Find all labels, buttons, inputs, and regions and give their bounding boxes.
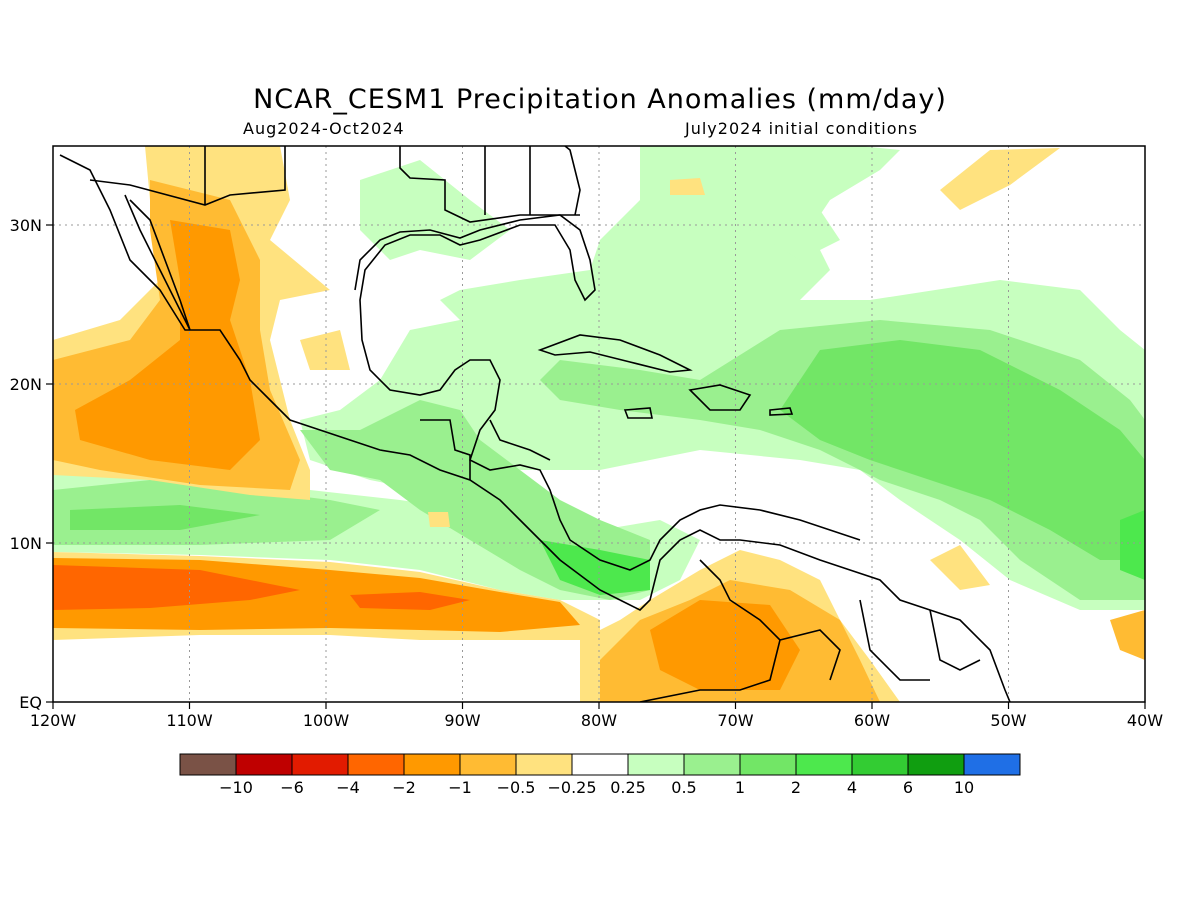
legend-label: 1 <box>735 778 745 797</box>
lon-label: 40W <box>1127 711 1163 730</box>
lat-label: 20N <box>10 375 42 394</box>
legend-box <box>963 753 1021 776</box>
legend-label: 6 <box>903 778 913 797</box>
legend-box <box>795 753 853 776</box>
legend-box <box>683 753 741 776</box>
coast-baja <box>124 194 191 331</box>
legend-labels: −10 −6 −4 −2 −1 −0.5 −0.25 0.25 0.5 1 2 … <box>219 778 974 797</box>
coast-us-east <box>564 146 581 216</box>
wet-anomaly-strong-1 <box>780 340 1145 560</box>
coast-cuba <box>537 334 693 373</box>
legend-label: 0.5 <box>671 778 696 797</box>
map-title: NCAR_CESM1 Precipitation Anomalies (mm/d… <box>253 84 947 115</box>
dry-anomaly-baja-3 <box>75 220 260 470</box>
borders-central-america <box>420 419 551 480</box>
coast-mexico-pacific <box>59 154 621 601</box>
dry-anomaly-pacific-band-3 <box>53 565 300 610</box>
initial-conditions: July2024 initial conditions <box>685 119 918 138</box>
legend-label: −4 <box>336 778 360 797</box>
legend-label: 0.25 <box>610 778 646 797</box>
legend-box <box>179 753 237 776</box>
lon-label: 60W <box>854 711 890 730</box>
legend-label: 10 <box>954 778 974 797</box>
legend-box <box>739 753 797 776</box>
dry-anomaly-mexico-small <box>300 330 350 370</box>
legend-label: −6 <box>280 778 304 797</box>
dry-anomaly-pacific-band-4 <box>350 592 470 610</box>
coast-puerto-rico <box>769 407 794 416</box>
legend-label: −2 <box>392 778 416 797</box>
legend-label: 4 <box>847 778 857 797</box>
legend-box <box>851 753 909 776</box>
legend-box <box>459 753 517 776</box>
legend-label: −0.25 <box>547 778 596 797</box>
color-legend <box>179 753 1021 776</box>
coast-gulf-mexico <box>354 214 861 571</box>
dry-anomaly-east-edge <box>1110 610 1145 660</box>
legend-box <box>907 753 965 776</box>
legend-box <box>515 753 573 776</box>
legend-label: −0.5 <box>497 778 536 797</box>
legend-box <box>235 753 293 776</box>
wet-anomaly-gulf <box>360 160 510 260</box>
legend-box <box>291 753 349 776</box>
wet-anomaly-atlantic-band <box>750 210 840 260</box>
lon-label: 120W <box>30 711 77 730</box>
dry-anomaly-florida <box>670 178 705 195</box>
lon-label: 100W <box>303 711 350 730</box>
lat-label: 30N <box>10 216 42 235</box>
wet-anomaly-strong-4 <box>70 505 260 530</box>
wet-anomaly-strong-3 <box>1120 510 1145 580</box>
legend-box <box>347 753 405 776</box>
lat-label: 10N <box>10 534 42 553</box>
legend-box <box>571 753 629 776</box>
lon-label: 110W <box>166 711 213 730</box>
dry-anomaly-pacific-small <box>428 512 450 527</box>
graticule <box>53 146 1145 702</box>
borders-north-america <box>89 146 580 223</box>
dry-anomaly-east-atlantic <box>930 545 990 590</box>
legend-box <box>403 753 461 776</box>
axis-ticks <box>46 224 1146 709</box>
forecast-period: Aug2024-Oct2024 <box>243 119 405 138</box>
borders-south-america <box>639 559 981 702</box>
lon-label: 80W <box>581 711 617 730</box>
legend-box <box>627 753 685 776</box>
coast-jamaica <box>623 407 653 419</box>
legend-label: −10 <box>219 778 253 797</box>
coastlines <box>59 146 1011 702</box>
coast-south-america <box>619 529 1011 702</box>
lon-label: 50W <box>990 711 1026 730</box>
coast-hispaniola <box>688 384 752 411</box>
legend-label: 2 <box>791 778 801 797</box>
dry-anomaly-atlantic <box>940 148 1060 210</box>
wet-anomaly-strong-2 <box>540 540 650 595</box>
legend-label: −1 <box>448 778 472 797</box>
lat-label: EQ <box>19 693 42 712</box>
lon-label: 90W <box>444 711 480 730</box>
lon-label: 70W <box>717 711 753 730</box>
